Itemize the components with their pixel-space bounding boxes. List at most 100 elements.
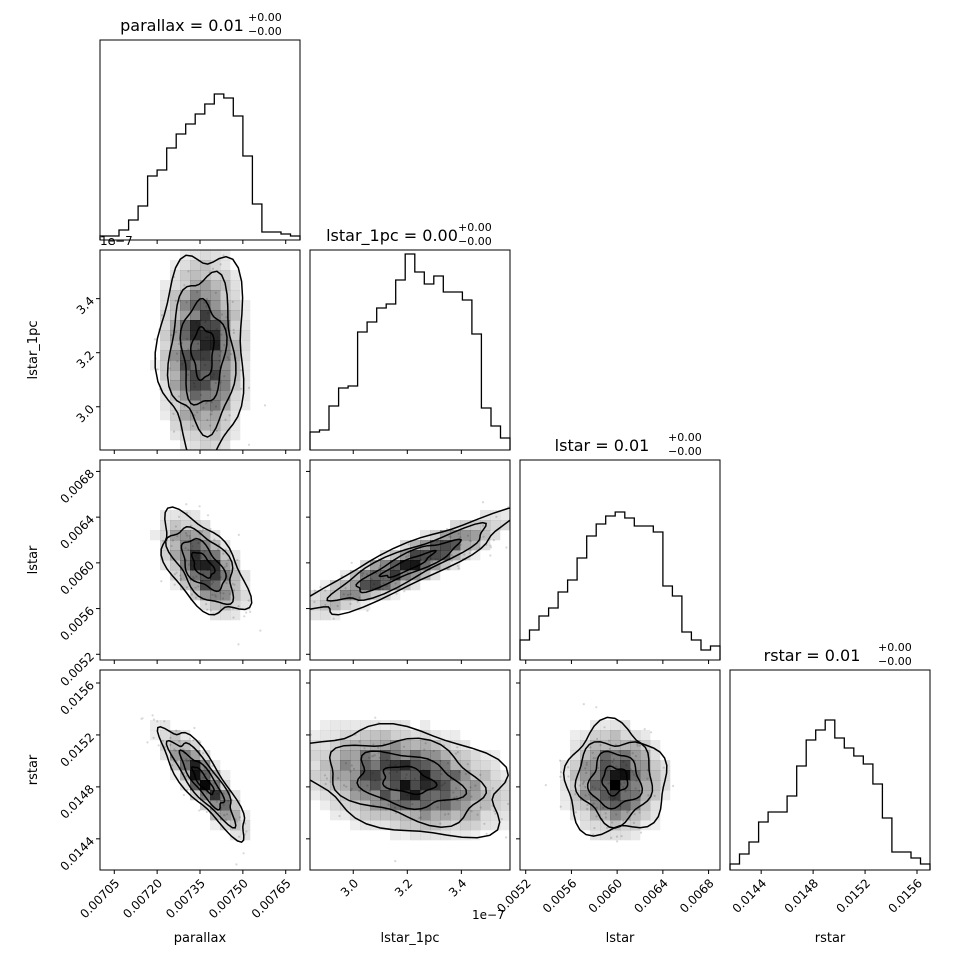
density-cell — [630, 820, 641, 831]
density-cell — [240, 320, 251, 331]
scatter-point — [146, 741, 149, 744]
density-cell — [220, 570, 231, 581]
density-cell — [210, 790, 221, 801]
density-cell — [240, 580, 251, 591]
scatter-point — [232, 616, 235, 619]
scatter-point — [455, 787, 458, 790]
density-cell — [460, 780, 471, 791]
scatter-point — [198, 505, 201, 508]
scatter-point — [595, 706, 598, 709]
density-cell — [620, 760, 631, 771]
scatter-point — [153, 338, 156, 341]
scatter-point — [567, 766, 570, 769]
scatter-point — [188, 390, 191, 393]
scatter-point — [259, 629, 262, 632]
contour-level-2 — [180, 537, 227, 593]
density-cell — [230, 390, 241, 401]
density-cell — [490, 760, 501, 771]
contour-level-3 — [165, 739, 237, 829]
density-cell — [490, 810, 501, 821]
scatter-point — [211, 466, 213, 468]
density-cell — [370, 740, 381, 751]
density-cell — [350, 820, 361, 831]
density-cell — [160, 350, 171, 361]
scatter-point — [199, 741, 202, 744]
density-cell — [480, 510, 491, 521]
density-cell — [240, 340, 251, 351]
scatter-point — [597, 766, 600, 770]
density-cell — [630, 800, 641, 811]
scatter-point — [151, 714, 154, 717]
scatter-point — [152, 736, 155, 740]
density-cell — [360, 780, 371, 791]
density-cell — [310, 590, 321, 601]
density-cell — [210, 400, 221, 411]
title-minus-parallax: −0.00 — [248, 25, 282, 38]
scatter-point — [363, 747, 366, 750]
x-tick-label-rstar: 0.0144 — [730, 876, 770, 916]
scatter-point — [221, 597, 225, 600]
x-tick-label-parallax: 0.00735 — [163, 876, 208, 921]
scatter-point — [184, 547, 187, 550]
density-cell — [190, 430, 201, 441]
density-cell — [410, 570, 421, 581]
scatter-point — [219, 263, 222, 266]
density-cell — [170, 560, 181, 571]
density-cell — [170, 430, 181, 441]
title-plus-lstar_1pc: +0.00 — [458, 221, 492, 234]
density-cell — [210, 590, 221, 601]
density-cell — [190, 270, 201, 281]
density-cell — [630, 770, 641, 781]
density-cell — [410, 750, 421, 761]
density-cell — [240, 300, 251, 311]
scatter-point — [507, 802, 510, 806]
density-cell — [660, 780, 671, 791]
scatter-point — [226, 813, 229, 816]
density-cell — [330, 780, 341, 791]
density-cell — [580, 790, 591, 801]
density-cell — [170, 270, 181, 281]
density-cell — [600, 820, 611, 831]
scatter-point — [495, 515, 498, 518]
scatter-point — [513, 541, 515, 543]
scatter-point — [377, 746, 380, 750]
density-cell — [150, 730, 161, 741]
density-cell — [180, 370, 191, 381]
contour-level-1 — [601, 765, 629, 797]
density-cell — [220, 290, 231, 301]
x-tick-label-lstar_1pc: 3.2 — [392, 876, 415, 899]
density-cell — [360, 730, 371, 741]
density-cell — [220, 780, 231, 791]
scatter-point — [205, 603, 208, 606]
density-cell — [230, 330, 241, 341]
contour-level-1 — [191, 766, 215, 796]
density-cell — [570, 740, 581, 751]
density-cell — [180, 380, 191, 391]
density-cell — [620, 720, 631, 731]
density-cell — [360, 580, 371, 591]
scatter-point — [452, 791, 455, 794]
density-cell — [210, 370, 221, 381]
density-cell — [230, 290, 241, 301]
density-cell — [400, 580, 411, 591]
density-cell — [610, 800, 621, 811]
density-cell — [240, 350, 251, 361]
x-tick-label-rstar: 0.0148 — [782, 876, 822, 916]
density-cell — [490, 820, 501, 831]
density-cell — [200, 590, 211, 601]
density-cell — [370, 770, 381, 781]
scatter-point — [592, 757, 595, 760]
scatter-point — [243, 822, 247, 825]
title-minus-lstar_1pc: −0.00 — [458, 235, 492, 248]
density-cell — [500, 790, 510, 801]
density-cell — [170, 300, 181, 311]
panel-parallax-lstar_1pc — [150, 250, 267, 468]
scatter-point — [419, 571, 422, 574]
title-rstar: rstar = 0.01 — [764, 646, 861, 665]
density-cell — [170, 540, 181, 551]
scatter-point — [372, 743, 375, 746]
contour-level-2 — [355, 538, 463, 594]
density-cell — [210, 410, 221, 421]
density-cell — [310, 740, 321, 751]
